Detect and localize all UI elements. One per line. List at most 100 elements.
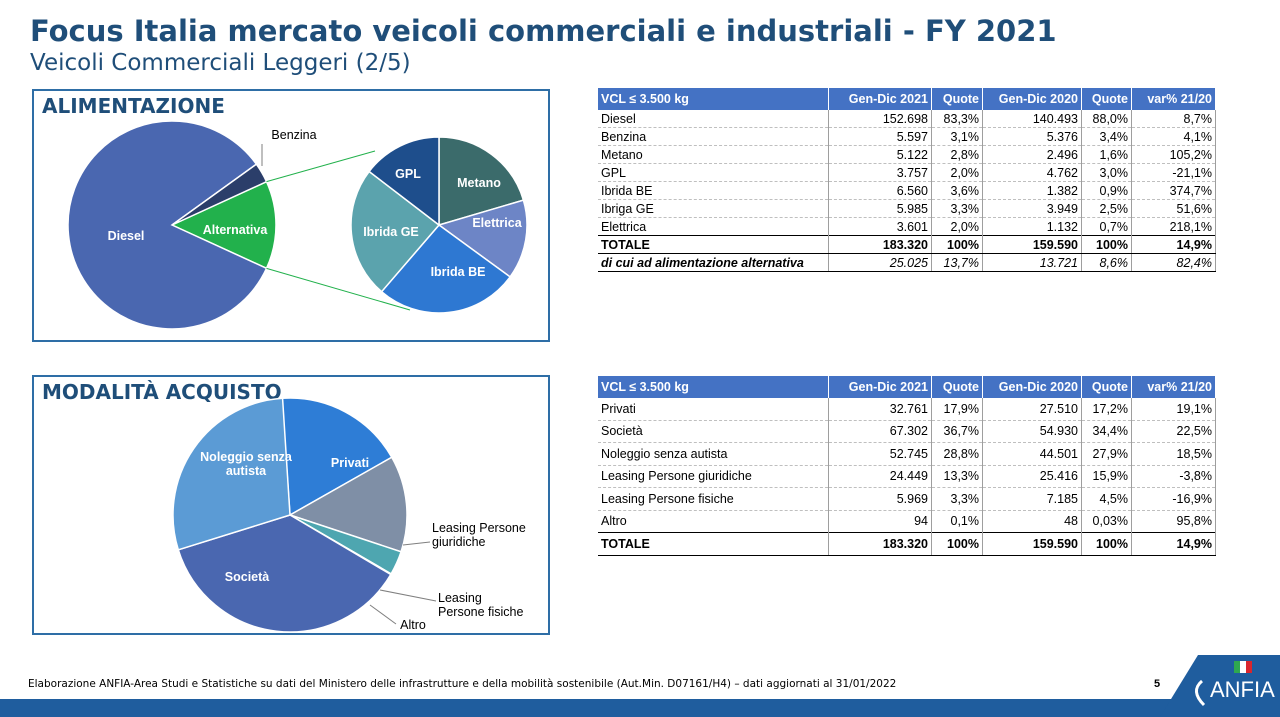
row-label: Ibriga GE xyxy=(598,199,829,218)
table-cell: 2.496 xyxy=(982,145,1082,164)
table-cell: 24.449 xyxy=(828,465,932,488)
table-row: Metano 5.122 2,8% 2.496 1,6% 105,2% xyxy=(598,145,1216,164)
row-label: Società xyxy=(598,420,829,443)
table-cell: 95,8% xyxy=(1131,510,1216,533)
table-cell: 13,3% xyxy=(931,465,983,488)
table-row: Noleggio senza autista 52.745 28,8% 44.501 2… xyxy=(598,442,1216,466)
table-cell: 27.510 xyxy=(982,398,1082,421)
table-cell: 14,9% xyxy=(1131,235,1216,254)
logo-text: ANFIA xyxy=(1210,677,1275,702)
table-cell: 2,5% xyxy=(1081,199,1132,218)
table-row: TOTALE 183.320 100% 159.590 100% 14,9% xyxy=(598,235,1216,254)
table-cell: 83,3% xyxy=(931,110,983,128)
table-cell: 28,8% xyxy=(931,442,983,466)
table-row: Società 67.302 36,7% 54.930 34,4% 22,5% xyxy=(598,420,1216,443)
table-cell: 374,7% xyxy=(1131,181,1216,200)
modalita-acquisto-table: VCL ≤ 3.500 kg Gen-Dic 2021 Quote Gen-Di… xyxy=(598,376,1216,556)
table-cell: 3,6% xyxy=(931,181,983,200)
table-cell: 18,5% xyxy=(1131,442,1216,466)
table-row: TOTALE 183.320 100% 159.590 100% 14,9% xyxy=(598,532,1216,556)
table-cell: 3,1% xyxy=(931,127,983,146)
table-cell: 25.416 xyxy=(982,465,1082,488)
pie-slice xyxy=(350,170,441,293)
table-cell: 3,0% xyxy=(1081,163,1132,182)
row-label: TOTALE xyxy=(598,532,829,556)
row-label: Diesel xyxy=(598,110,829,128)
table-cell: 8,6% xyxy=(1081,253,1132,272)
alimentazione-title: ALIMENTAZIONE xyxy=(42,94,225,118)
alimentazione-table: VCL ≤ 3.500 kg Gen-Dic 2021 Quote Gen-Di… xyxy=(598,88,1216,272)
table-cell: 54.930 xyxy=(982,420,1082,443)
column-header: Gen-Dic 2021 xyxy=(828,376,932,398)
table-header-row: VCL ≤ 3.500 kg Gen-Dic 2021 Quote Gen-Di… xyxy=(598,376,1216,398)
table-row: Elettrica 3.601 2,0% 1.132 0,7% 218,1% xyxy=(598,217,1216,236)
row-label: Benzina xyxy=(598,127,829,146)
slice-label: Benzina xyxy=(271,128,316,142)
pie-slice xyxy=(177,514,392,633)
table-cell: 0,03% xyxy=(1081,510,1132,533)
table-cell: 3,4% xyxy=(1081,127,1132,146)
column-header: VCL ≤ 3.500 kg xyxy=(598,376,829,398)
table-cell: 94 xyxy=(828,510,932,533)
slice-label: Ibrida GE xyxy=(363,225,419,239)
row-label: Elettrica xyxy=(598,217,829,236)
table-cell: 152.698 xyxy=(828,110,932,128)
table-cell: 3.601 xyxy=(828,217,932,236)
pie-slice xyxy=(171,163,268,226)
column-header: Quote xyxy=(931,88,983,110)
modalita-acquisto-title: MODALITÀ ACQUISTO xyxy=(42,380,282,404)
table-cell: 17,9% xyxy=(931,398,983,421)
table-cell: 25.025 xyxy=(828,253,932,272)
table-row: Leasing Persone fisiche 5.969 3,3% 7.185 4,5… xyxy=(598,487,1216,511)
table-cell: 36,7% xyxy=(931,420,983,443)
table-cell: 14,9% xyxy=(1131,532,1216,556)
table-cell: 44.501 xyxy=(982,442,1082,466)
table-row: Leasing Persone giuridiche 24.449 13,3% 25.… xyxy=(598,465,1216,488)
table-row: Ibriga GE 5.985 3,3% 3.949 2,5% 51,6% xyxy=(598,199,1216,218)
row-label: Altro xyxy=(598,510,829,533)
row-label: Privati xyxy=(598,398,829,421)
table-cell: 4.762 xyxy=(982,163,1082,182)
column-header: Gen-Dic 2021 xyxy=(828,88,932,110)
table-cell: 13,7% xyxy=(931,253,983,272)
table-cell: 3.949 xyxy=(982,199,1082,218)
column-header: Gen-Dic 2020 xyxy=(982,88,1082,110)
table-cell: 82,4% xyxy=(1131,253,1216,272)
table-cell: 159.590 xyxy=(982,532,1082,556)
page-number: 5 xyxy=(1154,678,1161,690)
table-cell: 3,3% xyxy=(931,487,983,511)
table-cell: 0,1% xyxy=(931,510,983,533)
connector-line xyxy=(266,267,411,311)
table-cell: -16,9% xyxy=(1131,487,1216,511)
slice-label: GPL xyxy=(395,167,421,181)
column-header: VCL ≤ 3.500 kg xyxy=(598,88,829,110)
table-cell: 5.985 xyxy=(828,199,932,218)
table-cell: 88,0% xyxy=(1081,110,1132,128)
table-cell: 1.132 xyxy=(982,217,1082,236)
slice-label: Ibrida BE xyxy=(431,265,486,279)
connector-line xyxy=(266,150,376,183)
pie-slice xyxy=(380,223,512,314)
column-header: var% 21/20 xyxy=(1131,376,1216,398)
slice-label: Alternativa xyxy=(203,223,269,237)
slice-label: Elettrica xyxy=(472,216,522,230)
table-cell: 1.382 xyxy=(982,181,1082,200)
table-cell: 183.320 xyxy=(828,235,932,254)
table-cell: 7.185 xyxy=(982,487,1082,511)
table-cell: 67.302 xyxy=(828,420,932,443)
table-row: Benzina 5.597 3,1% 5.376 3,4% 4,1% xyxy=(598,127,1216,146)
table-cell: -3,8% xyxy=(1131,465,1216,488)
table-cell: 3,3% xyxy=(931,199,983,218)
page-subtitle: Veicoli Commerciali Leggeri (2/5) xyxy=(30,50,411,76)
anfia-logo-icon: ANFIA xyxy=(1160,655,1280,717)
table-cell: 100% xyxy=(1081,235,1132,254)
table-cell: 183.320 xyxy=(828,532,932,556)
slice-label: Leasing Persone xyxy=(432,521,526,535)
table-row: Privati 32.761 17,9% 27.510 17,2% 19,1% xyxy=(598,398,1216,421)
leader-line xyxy=(369,604,397,625)
slice-label: autista xyxy=(226,464,267,478)
table-cell: 34,4% xyxy=(1081,420,1132,443)
slice-label: giuridiche xyxy=(432,535,486,549)
page-title: Focus Italia mercato veicoli commerciali… xyxy=(30,14,1057,48)
